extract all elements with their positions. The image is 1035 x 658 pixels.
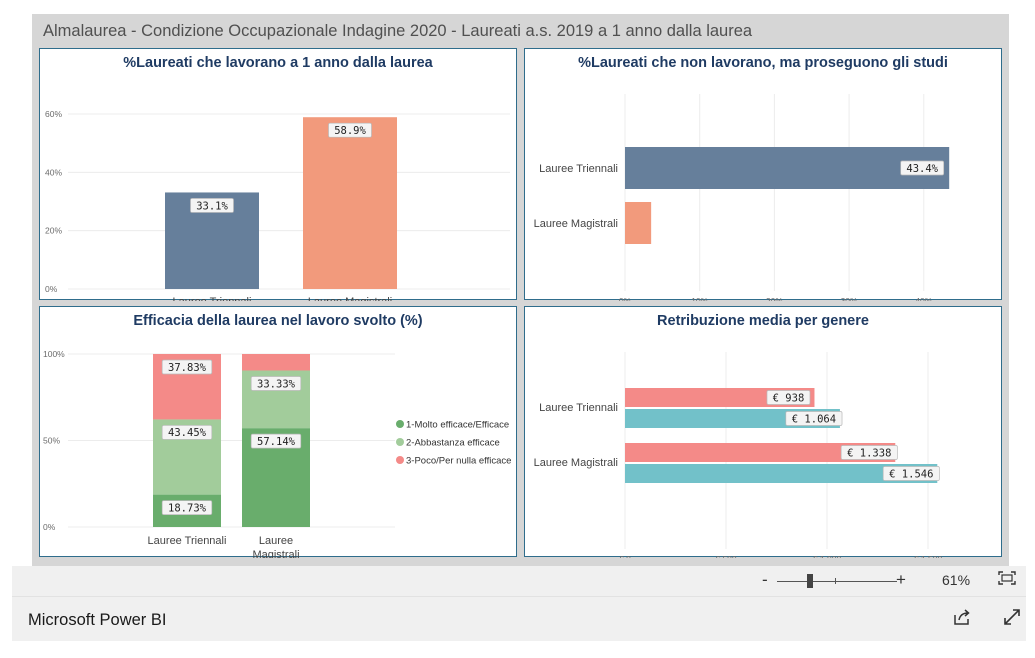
data-label: 57.14%	[257, 436, 296, 448]
legend-marker	[396, 438, 404, 446]
chart-tile-retribuzione[interactable]: Retribuzione media per genere € 0€ 500€ …	[524, 306, 1002, 558]
y-tick-label: 0%	[45, 284, 58, 294]
expand-icon[interactable]	[1002, 607, 1022, 627]
data-label: € 938	[773, 392, 805, 404]
data-label: 37.83%	[168, 362, 207, 374]
report-title: Almalaurea - Condizione Occupazionale In…	[43, 22, 753, 40]
share-icon[interactable]	[952, 607, 972, 627]
category-label: Lauree Triennali	[173, 296, 252, 301]
data-label-box	[161, 425, 213, 440]
data-label: 58.9%	[334, 125, 366, 137]
zoom-out-button[interactable]: -	[762, 570, 768, 589]
bar-segment	[242, 354, 310, 371]
chart-retribuzione-svg: € 0 € 500 € 1,000 € 1,500 € 938 € 1.064 Lauree…	[534, 352, 943, 558]
x-tick-label: 20%	[766, 296, 783, 301]
chart-tile-studi[interactable]: %Laureati che non lavorano, ma proseguon…	[524, 48, 1002, 301]
category-label: Magistrali	[252, 549, 299, 558]
data-label-box	[190, 198, 234, 213]
chart-tile-occupati[interactable]: %Laureati che lavorano a 1 anno dalla la…	[39, 48, 517, 301]
y-tick-label: 100%	[43, 349, 65, 359]
zoom-slider-track[interactable]	[777, 581, 897, 582]
x-tick-label: € 1,000	[813, 554, 842, 558]
bar	[625, 147, 950, 189]
chart-occupati-svg: 0% 20% 40% 60% 33.1% Lauree Triennali 58.9% Lau…	[45, 109, 510, 301]
bar	[625, 202, 652, 244]
zoom-slider-midmark	[835, 578, 836, 584]
data-label: 43.4%	[906, 163, 938, 175]
y-tick-label: 20%	[45, 226, 62, 236]
chart-title: Efficacia della laurea nel lavoro svolto…	[133, 313, 423, 329]
y-tick-label: 60%	[45, 109, 62, 119]
bar	[625, 443, 896, 462]
brand-bar: Microsoft Power BI	[12, 596, 1026, 641]
data-label: 18.73%	[168, 502, 207, 514]
legend-label: 1-Molto efficace/Efficace	[406, 420, 509, 431]
data-label: € 1.546	[889, 468, 933, 480]
data-label: € 1.338	[847, 447, 891, 459]
x-tick-label: 40%	[915, 296, 932, 301]
x-tick-label: 10%	[691, 296, 708, 301]
x-tick-label: 30%	[841, 296, 858, 301]
data-label-box	[328, 122, 372, 138]
zoom-slider-handle[interactable]	[807, 574, 813, 588]
chart-title: %Laureati che lavorano a 1 anno dalla la…	[123, 55, 433, 71]
data-label-box	[900, 160, 945, 176]
data-label-box	[250, 376, 302, 391]
category-label: Lauree Magistrali	[534, 457, 618, 469]
zoom-level: 61%	[942, 572, 971, 588]
chart-title: %Laureati che non lavorano, ma proseguon…	[578, 55, 948, 71]
legend-marker	[396, 456, 404, 464]
category-label: Lauree Triennali	[539, 402, 618, 414]
y-tick-label: 50%	[43, 436, 60, 446]
data-label-box	[161, 500, 213, 515]
data-label-box	[250, 433, 302, 449]
data-label-box	[882, 466, 940, 481]
data-label: € 1.064	[792, 413, 836, 425]
chart-studi-svg: 0% 10% 20% 30% 40% 43.4% Lauree Triennali Laure…	[534, 94, 950, 301]
data-label: 33.1%	[196, 200, 228, 212]
category-label: Lauree Magistrali	[308, 296, 392, 301]
fit-to-page-icon[interactable]	[998, 571, 1016, 585]
chart-title: Retribuzione media per genere	[657, 313, 869, 329]
data-label: 43.45%	[168, 427, 207, 439]
data-label-box	[161, 359, 213, 375]
x-tick-label: € 0	[619, 554, 631, 558]
legend-label: 2-Abbastanza efficace	[406, 438, 500, 449]
data-label-box	[840, 445, 898, 460]
chart-efficacia-svg: 0% 50% 100% 18.73% 43.45% 37.83% Lauree Trienn…	[43, 349, 511, 558]
data-label-box	[785, 411, 843, 426]
x-tick-label: € 1,500	[914, 554, 943, 558]
y-tick-label: 40%	[45, 167, 62, 177]
x-tick-label: € 500	[715, 554, 737, 558]
data-label: 33.33%	[257, 378, 296, 390]
bar	[303, 117, 397, 289]
legend-marker	[396, 420, 404, 428]
data-label-box	[766, 390, 811, 405]
y-tick-label: 0%	[43, 522, 56, 532]
category-label: Lauree Magistrali	[534, 218, 618, 230]
chart-tile-efficacia[interactable]: Efficacia della laurea nel lavoro svolto…	[39, 306, 517, 558]
zoom-bar: - + 61%	[12, 566, 1026, 596]
category-label: Lauree Triennali	[148, 535, 227, 547]
report-canvas: Almalaurea - Condizione Occupazionale In…	[32, 14, 1009, 566]
legend-label: 3-Poco/Per nulla efficace	[406, 456, 511, 467]
zoom-in-button[interactable]: +	[896, 570, 906, 589]
brand-name: Microsoft Power BI	[28, 611, 167, 629]
x-tick-label: 0%	[619, 296, 632, 301]
category-label: Lauree	[259, 535, 293, 547]
bar	[625, 464, 938, 483]
category-label: Lauree Triennali	[539, 163, 618, 175]
